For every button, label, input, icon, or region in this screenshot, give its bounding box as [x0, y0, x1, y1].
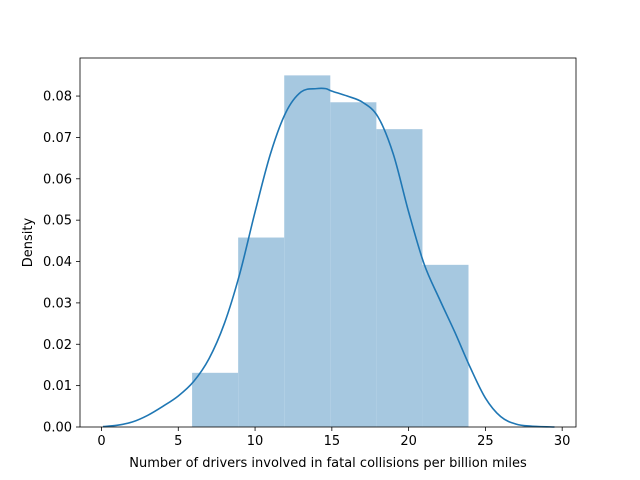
- y-tick-label: 0.06: [43, 172, 72, 187]
- kde-curve: [102, 87, 555, 428]
- x-tick-label: 25: [477, 434, 494, 449]
- x-tick-label: 10: [247, 434, 264, 449]
- y-tick-label: 0.01: [43, 379, 72, 394]
- histogram-bar: [284, 75, 331, 427]
- plot-frame: [79, 57, 577, 428]
- y-tick-label: 0.07: [43, 131, 72, 146]
- x-axis-label: Number of drivers involved in fatal coll…: [129, 456, 527, 471]
- y-tick-label: 0.08: [43, 90, 72, 105]
- x-tick-label: 0: [97, 434, 105, 449]
- x-tick-label: 30: [554, 434, 571, 449]
- histogram-bars: [192, 75, 469, 427]
- kde-curve-layer: [102, 87, 555, 428]
- axes: 0 5 10 15 20 25 30 0.00 0.01 0.02 0.03 0.04 0.05 0.06…: [43, 57, 577, 449]
- y-tick-label: 0.02: [43, 338, 72, 353]
- histogram-bar: [192, 372, 239, 427]
- x-tick-label: 15: [324, 434, 341, 449]
- y-tick-label: 0.00: [43, 421, 72, 436]
- x-tick-label: 20: [400, 434, 417, 449]
- y-tick-label: 0.04: [43, 255, 72, 270]
- histogram-bar: [238, 237, 285, 427]
- histogram-bar: [330, 102, 377, 427]
- x-tick-label: 5: [174, 434, 182, 449]
- y-tick-label: 0.03: [43, 296, 72, 311]
- y-axis-label: Density: [21, 217, 36, 267]
- y-tick-label: 0.05: [43, 214, 72, 229]
